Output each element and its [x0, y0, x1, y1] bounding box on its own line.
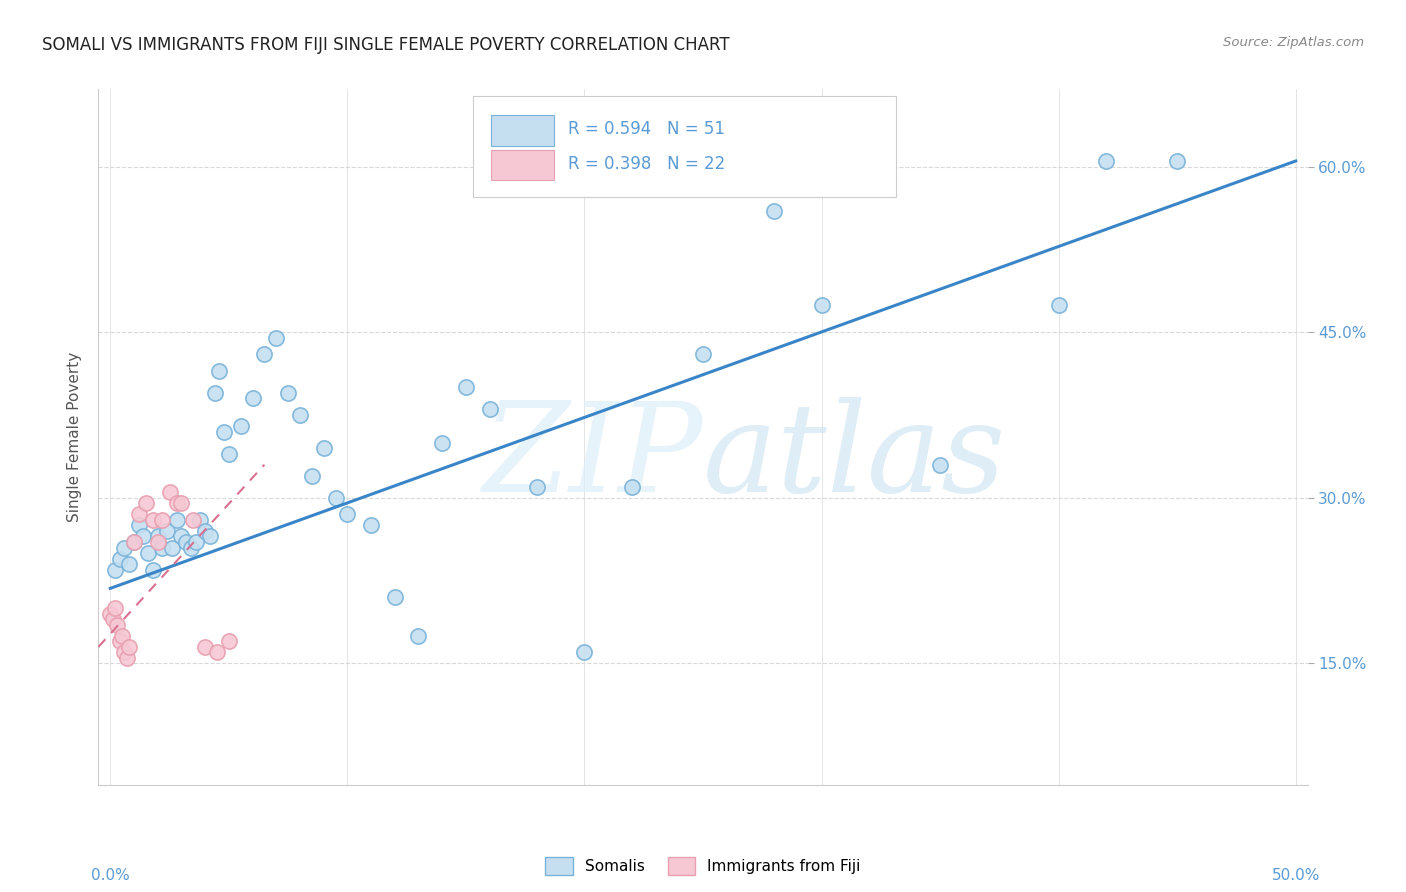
- Point: [218, 447, 240, 461]
- FancyBboxPatch shape: [492, 115, 554, 145]
- Text: 50.0%: 50.0%: [1271, 868, 1320, 883]
- Point: [132, 529, 155, 543]
- Point: [190, 513, 212, 527]
- Point: [104, 601, 127, 615]
- Point: [98, 607, 121, 621]
- Point: [1095, 153, 1118, 168]
- Point: [242, 392, 264, 406]
- Point: [526, 480, 548, 494]
- Y-axis label: Single Female Poverty: Single Female Poverty: [67, 352, 83, 522]
- Point: [1047, 297, 1070, 311]
- Point: [115, 651, 138, 665]
- Point: [360, 518, 382, 533]
- Point: [160, 541, 183, 555]
- Point: [166, 496, 188, 510]
- Point: [146, 529, 169, 543]
- Point: [198, 529, 221, 543]
- Point: [692, 347, 714, 361]
- Point: [194, 524, 217, 538]
- Point: [929, 458, 952, 472]
- Point: [180, 541, 202, 555]
- Point: [128, 518, 150, 533]
- Point: [108, 634, 131, 648]
- Point: [184, 535, 207, 549]
- Point: [118, 640, 141, 654]
- Point: [122, 535, 145, 549]
- Point: [122, 535, 145, 549]
- Point: [194, 640, 217, 654]
- Point: [170, 496, 193, 510]
- Point: [105, 617, 128, 632]
- Point: [574, 645, 596, 659]
- Point: [181, 513, 204, 527]
- Text: R = 0.398   N = 22: R = 0.398 N = 22: [568, 154, 725, 173]
- Point: [763, 203, 786, 218]
- Point: [408, 629, 430, 643]
- Point: [118, 557, 141, 571]
- Point: [128, 508, 150, 522]
- Point: [264, 331, 287, 345]
- Point: [336, 508, 359, 522]
- Point: [229, 419, 252, 434]
- Legend: Somalis, Immigrants from Fiji: Somalis, Immigrants from Fiji: [546, 857, 860, 875]
- FancyBboxPatch shape: [492, 150, 554, 180]
- Point: [620, 480, 643, 494]
- Point: [205, 645, 228, 659]
- Text: ZIP: ZIP: [482, 397, 703, 519]
- Point: [384, 591, 406, 605]
- Point: [212, 425, 235, 439]
- Point: [166, 513, 188, 527]
- Text: atlas: atlas: [703, 397, 1007, 519]
- Point: [204, 385, 226, 400]
- Point: [142, 563, 165, 577]
- Point: [288, 408, 311, 422]
- Point: [104, 563, 127, 577]
- Text: SOMALI VS IMMIGRANTS FROM FIJI SINGLE FEMALE POVERTY CORRELATION CHART: SOMALI VS IMMIGRANTS FROM FIJI SINGLE FE…: [42, 36, 730, 54]
- Point: [170, 529, 193, 543]
- Point: [312, 441, 335, 455]
- Text: R = 0.594   N = 51: R = 0.594 N = 51: [568, 120, 724, 138]
- Point: [454, 380, 477, 394]
- Point: [432, 435, 454, 450]
- Point: [152, 541, 174, 555]
- Text: 0.0%: 0.0%: [91, 868, 129, 883]
- Point: [156, 524, 179, 538]
- Point: [208, 364, 231, 378]
- Point: [136, 546, 159, 560]
- Point: [159, 485, 181, 500]
- Point: [114, 645, 136, 659]
- Point: [810, 297, 832, 311]
- Point: [108, 551, 131, 566]
- Point: [114, 541, 136, 555]
- Point: [111, 629, 134, 643]
- FancyBboxPatch shape: [474, 96, 897, 197]
- Point: [174, 535, 197, 549]
- Point: [218, 634, 240, 648]
- Point: [135, 496, 157, 510]
- Point: [277, 385, 299, 400]
- Point: [301, 468, 323, 483]
- Point: [101, 612, 124, 626]
- Point: [253, 347, 276, 361]
- Point: [146, 535, 169, 549]
- Point: [1166, 153, 1188, 168]
- Point: [478, 402, 501, 417]
- Point: [152, 513, 174, 527]
- Point: [142, 513, 165, 527]
- Text: Source: ZipAtlas.com: Source: ZipAtlas.com: [1223, 36, 1364, 49]
- Point: [325, 491, 347, 505]
